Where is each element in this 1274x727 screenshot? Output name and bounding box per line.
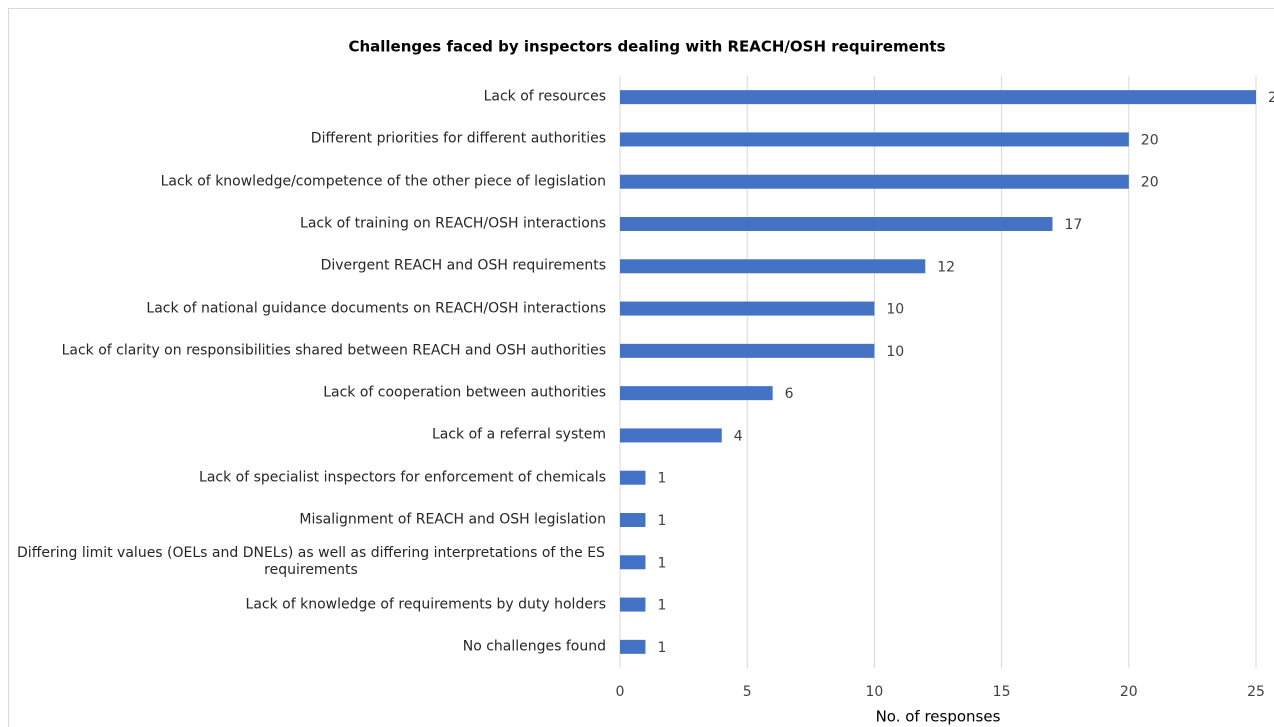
data-label: 17	[1064, 217, 1082, 233]
x-axis-title: No. of responses	[876, 708, 1001, 726]
bar	[620, 301, 875, 316]
y-tick-label: Lack of training on REACH/OSH interactio…	[300, 215, 606, 232]
y-tick-label: Lack of knowledge/competence of the othe…	[160, 173, 606, 190]
y-tick-label: Different priorities for different autho…	[310, 130, 606, 147]
y-tick-label: Misalignment of REACH and OSH legislatio…	[299, 511, 606, 528]
data-label: 12	[937, 259, 955, 275]
bar	[620, 555, 646, 570]
y-tick-label: No challenges found	[462, 638, 606, 655]
x-tick-label: 15	[993, 684, 1011, 700]
y-tick-label: Differing limit values (OELs and DNELs) …	[17, 545, 605, 579]
data-label: 1	[657, 640, 666, 656]
bar	[620, 174, 1129, 189]
x-tick-label: 5	[743, 684, 752, 700]
y-tick-label: Lack of cooperation between authorities	[323, 384, 606, 401]
y-tick-label: Lack of resources	[483, 88, 606, 105]
data-label: 20	[1141, 132, 1159, 148]
x-tick-label: 25	[1247, 684, 1265, 700]
bar	[620, 639, 646, 654]
chart-border	[8, 8, 1274, 727]
bar	[620, 259, 926, 274]
bar	[620, 428, 722, 443]
y-tick-label: Divergent REACH and OSH requirements	[320, 257, 606, 274]
data-label: 1	[657, 513, 666, 529]
bar	[620, 343, 875, 358]
data-label: 1	[657, 471, 666, 487]
bar	[620, 217, 1053, 231]
x-tick-label: 0	[616, 684, 625, 700]
bar	[620, 513, 646, 527]
y-tick-label: Lack of clarity on responsibilities shar…	[61, 342, 606, 359]
x-tick-label: 10	[865, 684, 883, 700]
bar	[620, 132, 1129, 147]
data-label: 25	[1268, 90, 1274, 106]
chart-title: Challenges faced by inspectors dealing w…	[348, 38, 945, 56]
data-label: 4	[734, 428, 743, 444]
data-label: 10	[886, 302, 904, 318]
data-label: 10	[886, 344, 904, 360]
bar	[620, 386, 773, 401]
bar	[620, 597, 646, 612]
data-label: 6	[785, 386, 794, 402]
data-label: 1	[657, 598, 666, 614]
x-tick-label: 20	[1120, 684, 1138, 700]
y-tick-label: Lack of national guidance documents on R…	[146, 300, 606, 317]
bar	[620, 470, 646, 485]
data-label: 20	[1141, 175, 1159, 191]
data-label: 1	[657, 555, 666, 571]
bar	[620, 90, 1256, 105]
y-tick-label: Lack of a referral system	[431, 426, 606, 443]
y-tick-label: Lack of specialist inspectors for enforc…	[199, 469, 606, 486]
y-tick-label: Lack of knowledge of requirements by dut…	[245, 596, 606, 613]
